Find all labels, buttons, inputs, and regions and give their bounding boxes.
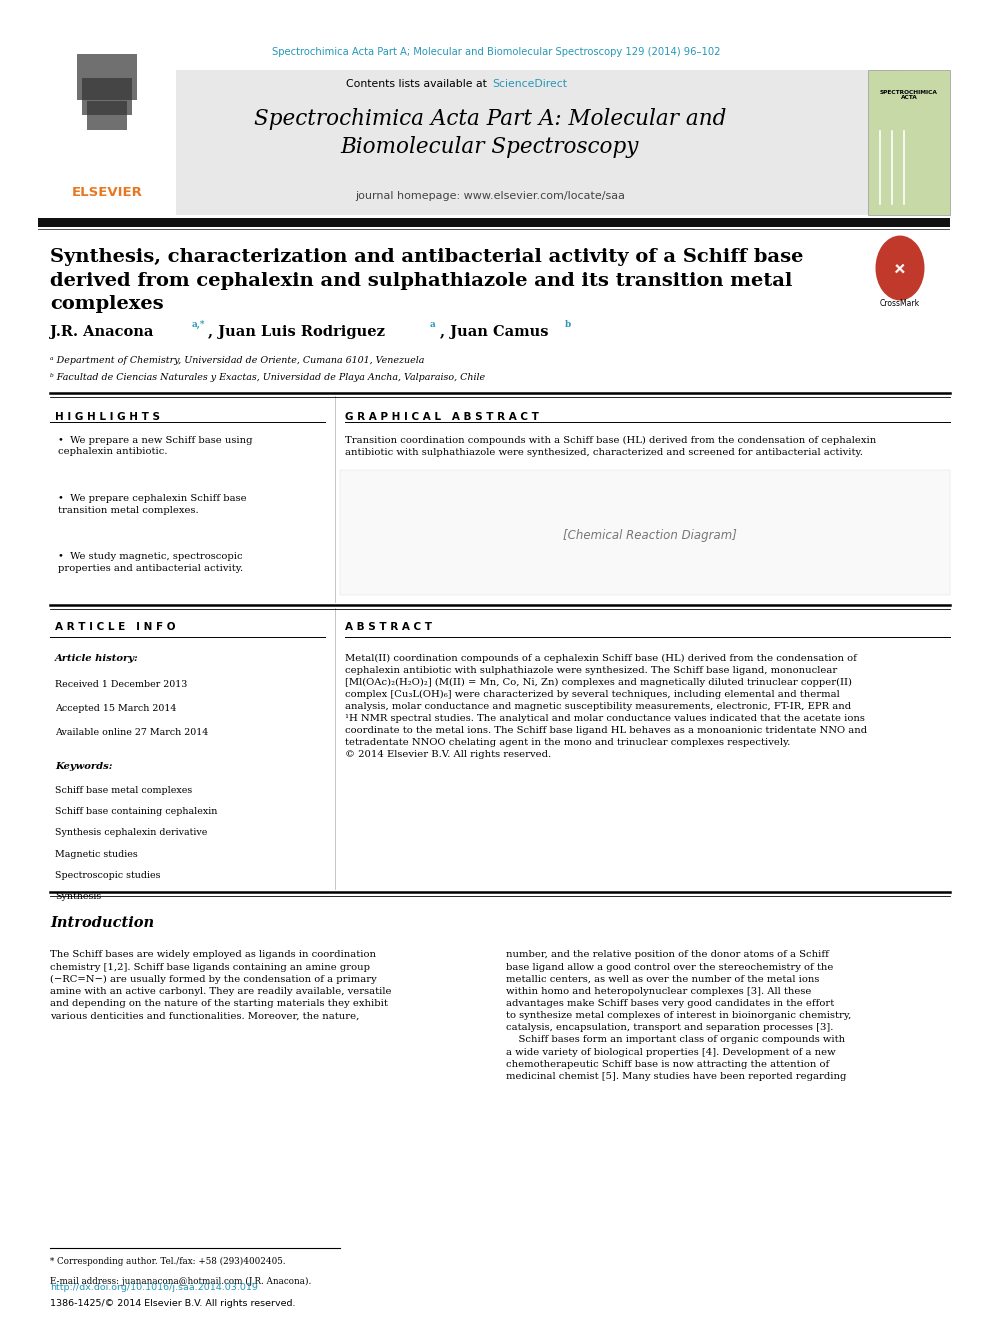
Text: ScienceDirect: ScienceDirect [492, 79, 567, 89]
Text: ELSEVIER: ELSEVIER [71, 185, 143, 198]
Text: Keywords:: Keywords: [55, 762, 112, 771]
Text: Spectroscopic studies: Spectroscopic studies [55, 871, 161, 880]
Text: http://dx.doi.org/10.1016/j.saa.2014.03.019: http://dx.doi.org/10.1016/j.saa.2014.03.… [50, 1283, 258, 1293]
Text: Article history:: Article history: [55, 654, 139, 663]
Text: ᵃ Department of Chemistry, Universidad de Oriente, Cumana 6101, Venezuela: ᵃ Department of Chemistry, Universidad d… [50, 356, 425, 365]
Text: Spectrochimica Acta Part A; Molecular and Biomolecular Spectroscopy 129 (2014) 9: Spectrochimica Acta Part A; Molecular an… [272, 48, 720, 57]
Bar [38, 218, 950, 226]
Text: journal homepage: www.elsevier.com/locate/saa: journal homepage: www.elsevier.com/locat… [355, 191, 625, 201]
Text: Schiff base containing cephalexin: Schiff base containing cephalexin [55, 807, 217, 816]
Text: a: a [430, 320, 435, 328]
Text: •  We prepare cephalexin Schiff base
transition metal complexes.: • We prepare cephalexin Schiff base tran… [58, 495, 247, 515]
Bar [38, 229, 950, 230]
Text: H I G H L I G H T S: H I G H L I G H T S [55, 411, 160, 422]
Text: •  We prepare a new Schiff base using
cephalexin antibiotic.: • We prepare a new Schiff base using cep… [58, 437, 253, 456]
Text: Transition coordination compounds with a Schiff base (HL) derived from the conde: Transition coordination compounds with a… [345, 437, 876, 456]
Text: +: + [888, 257, 912, 279]
Text: Accepted 15 March 2014: Accepted 15 March 2014 [55, 704, 177, 713]
Text: E-mail address: juananacona@hotmail.com (J.R. Anacona).: E-mail address: juananacona@hotmail.com … [50, 1277, 311, 1286]
Text: , Juan Luis Rodriguez: , Juan Luis Rodriguez [208, 325, 385, 339]
Text: number, and the relative position of the donor atoms of a Schiff
base ligand all: number, and the relative position of the… [506, 950, 851, 1081]
Bar [77, 54, 137, 101]
Text: •  We study magnetic, spectroscopic
properties and antibacterial activity.: • We study magnetic, spectroscopic prope… [58, 553, 243, 573]
Text: Contents lists available at: Contents lists available at [345, 79, 490, 89]
Text: J.R. Anacona: J.R. Anacona [50, 325, 154, 339]
Text: Schiff base metal complexes: Schiff base metal complexes [55, 786, 192, 795]
Text: , Juan Camus: , Juan Camus [440, 325, 549, 339]
Text: * Corresponding author. Tel./fax: +58 (293)4002405.: * Corresponding author. Tel./fax: +58 (2… [50, 1257, 286, 1266]
Text: Metal(II) coordination compounds of a cephalexin Schiff base (HL) derived from t: Metal(II) coordination compounds of a ce… [345, 654, 867, 759]
Text: 1386-1425/© 2014 Elsevier B.V. All rights reserved.: 1386-1425/© 2014 Elsevier B.V. All right… [50, 1299, 296, 1308]
Text: [Chemical Reaction Diagram]: [Chemical Reaction Diagram] [563, 528, 737, 541]
Text: Received 1 December 2013: Received 1 December 2013 [55, 680, 187, 689]
Text: ᵇ Facultad de Ciencias Naturales y Exactas, Universidad de Playa Ancha, Valparai: ᵇ Facultad de Ciencias Naturales y Exact… [50, 373, 485, 382]
Bar [868, 70, 950, 216]
Bar [87, 101, 127, 130]
Text: SPECTROCHIMICA
ACTA: SPECTROCHIMICA ACTA [880, 90, 938, 101]
Bar [340, 470, 950, 595]
Text: The Schiff bases are widely employed as ligands in coordination
chemistry [1,2].: The Schiff bases are widely employed as … [50, 950, 392, 1020]
Text: a,*: a,* [192, 320, 205, 328]
Text: A R T I C L E   I N F O: A R T I C L E I N F O [55, 622, 176, 632]
Text: Synthesis, characterization and antibacterial activity of a Schiff base
derived : Synthesis, characterization and antibact… [50, 247, 804, 314]
Text: b: b [565, 320, 571, 328]
Text: Magnetic studies: Magnetic studies [55, 849, 138, 859]
Text: Available online 27 March 2014: Available online 27 March 2014 [55, 728, 208, 737]
Text: CrossMark: CrossMark [880, 299, 920, 308]
Bar [82, 78, 132, 115]
Text: Synthesis cephalexin derivative: Synthesis cephalexin derivative [55, 828, 207, 837]
Text: Spectrochimica Acta Part A: Molecular and
Biomolecular Spectroscopy: Spectrochimica Acta Part A: Molecular an… [254, 108, 726, 157]
Text: Synthesis: Synthesis [55, 892, 101, 901]
Circle shape [876, 237, 924, 300]
Bar [38, 70, 176, 216]
Bar [38, 70, 898, 216]
Text: G R A P H I C A L   A B S T R A C T: G R A P H I C A L A B S T R A C T [345, 411, 539, 422]
Text: A B S T R A C T: A B S T R A C T [345, 622, 432, 632]
Text: Introduction: Introduction [50, 916, 154, 930]
